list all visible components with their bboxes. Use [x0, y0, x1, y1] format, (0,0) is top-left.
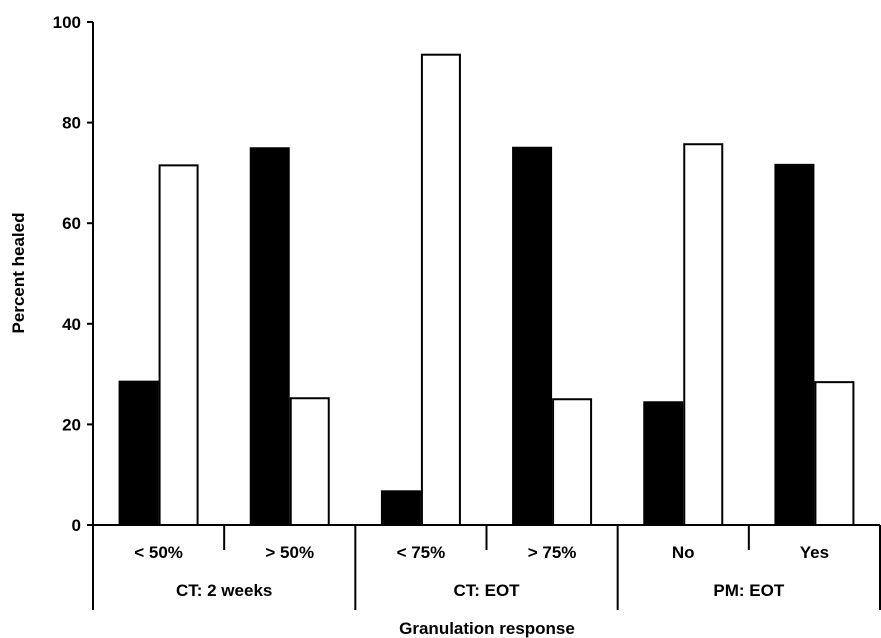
- bar-series-1-2: [380, 490, 421, 527]
- y-tick-label: 40: [62, 315, 81, 334]
- group-label: CT: 2 weeks: [176, 581, 272, 600]
- category-label: < 75%: [397, 543, 446, 562]
- y-tick-label: 80: [62, 114, 81, 133]
- x-axis: < 50% > 50% < 75% > 75% No Yes CT: 2 weeks CT: …: [92, 524, 881, 610]
- bars: [118, 53, 855, 527]
- y-axis: 0 20 40 60 80 100: [53, 13, 94, 535]
- bar-series-2-1: [289, 397, 330, 526]
- x-axis-title: Granulation response: [399, 619, 575, 638]
- bar-series-1-1: [249, 147, 290, 527]
- bar-series-2-0: [158, 164, 199, 526]
- bar-series-2-2: [420, 53, 461, 526]
- y-tick-label: 100: [53, 13, 81, 32]
- y-tick-label: 0: [72, 516, 81, 535]
- category-label: < 50%: [134, 543, 183, 562]
- category-label: Yes: [800, 543, 829, 562]
- bar-series-1-3: [512, 146, 553, 526]
- category-label: > 75%: [528, 543, 577, 562]
- category-label: > 50%: [265, 543, 314, 562]
- bar-series-1-0: [118, 380, 159, 526]
- y-axis-title: Percent healed: [9, 213, 28, 334]
- bar-series-2-3: [552, 398, 593, 526]
- y-tick-label: 60: [62, 214, 81, 233]
- bar-series-2-5: [814, 381, 855, 527]
- bar-series-2-4: [683, 143, 724, 526]
- category-label: No: [672, 543, 695, 562]
- group-label: PM: EOT: [713, 581, 784, 600]
- group-label: CT: EOT: [453, 581, 520, 600]
- bar-series-1-4: [643, 401, 684, 527]
- bar-series-1-5: [774, 163, 815, 527]
- y-tick-label: 20: [62, 415, 81, 434]
